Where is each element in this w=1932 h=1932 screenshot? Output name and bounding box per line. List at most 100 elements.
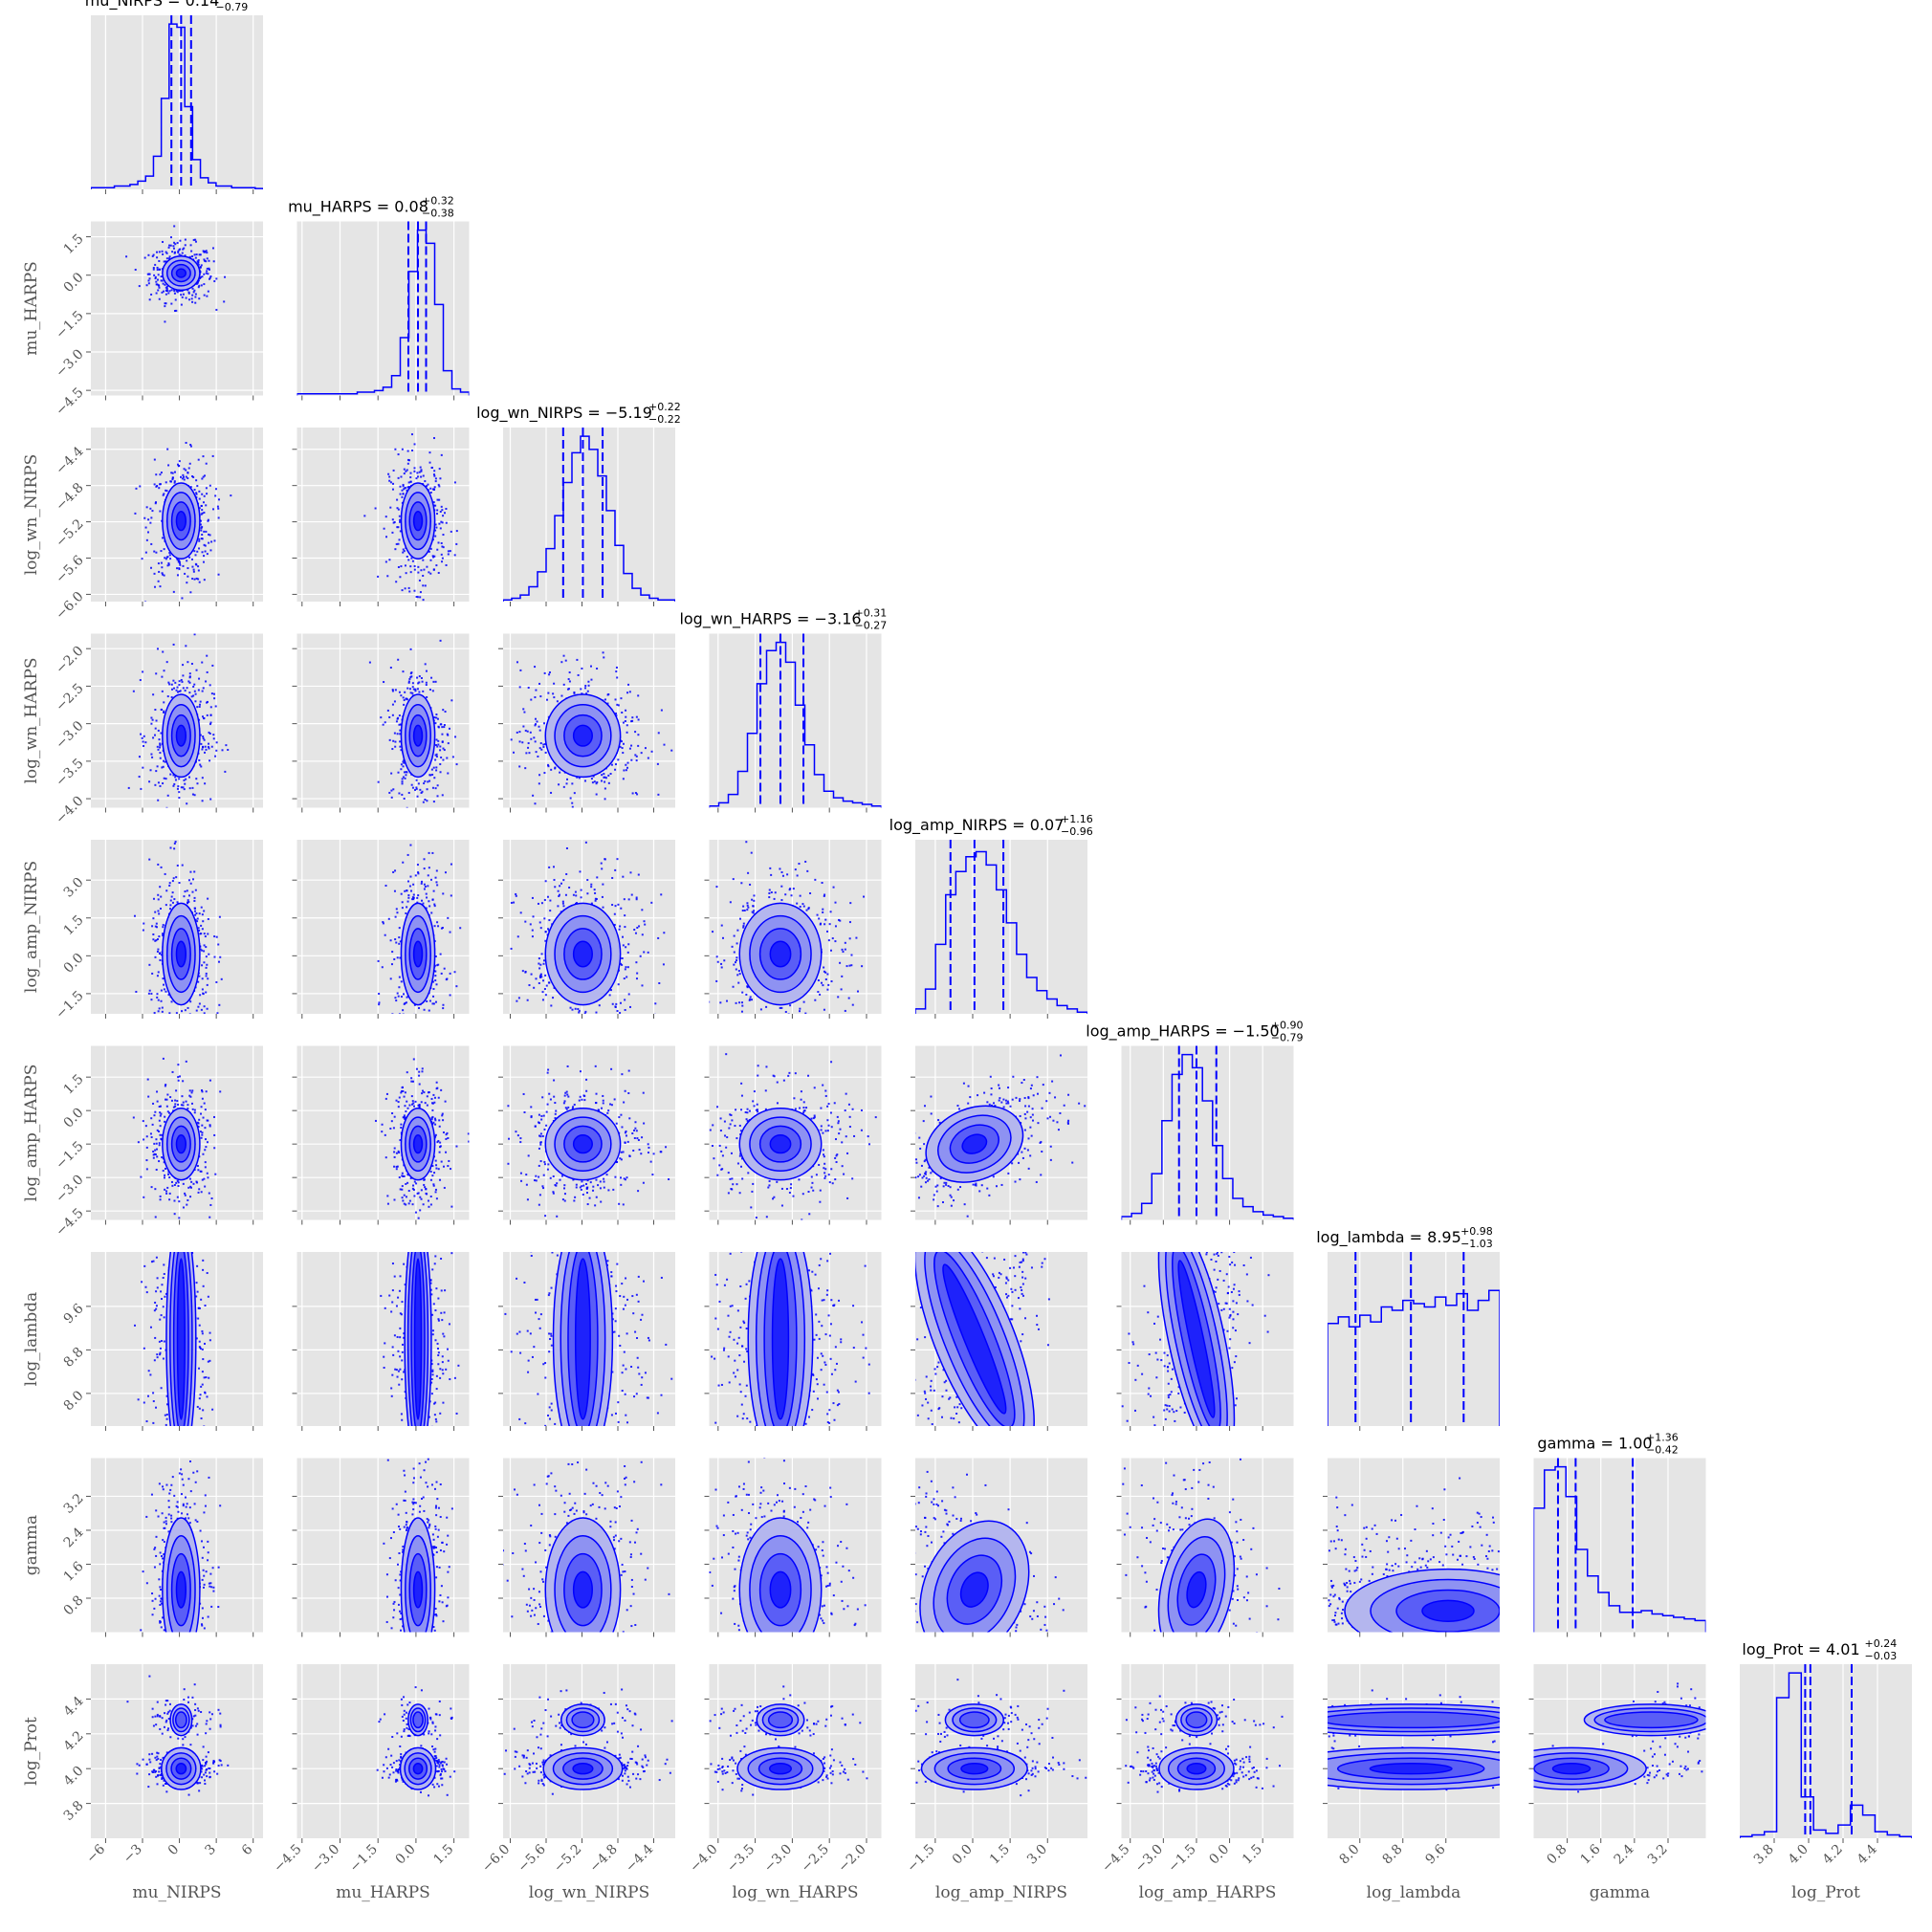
x-axis-label: mu_NIRPS	[132, 1883, 221, 1902]
title-err-plus: +1.36	[1646, 1432, 1679, 1444]
title-err-plus: +0.98	[1460, 1225, 1493, 1238]
panel-mu_NIRPS-log_Prot	[91, 1664, 263, 1838]
density-contours	[162, 693, 201, 779]
density-contours	[544, 1107, 622, 1181]
panel-log_wn_HARPS-log_lambda	[709, 1252, 882, 1426]
density-contours	[165, 1252, 197, 1426]
density-contours	[1158, 1703, 1235, 1790]
density-contours	[738, 1107, 823, 1181]
panel-mu_HARPS-mu_HARPS	[296, 221, 470, 396]
panel-log_amp_NIRPS-gamma	[915, 1458, 1087, 1633]
panel-log_amp_NIRPS-log_amp_NIRPS	[915, 840, 1087, 1014]
title-err-minus: −0.79	[216, 1, 249, 13]
y-tick-label: 0.0	[61, 951, 87, 977]
histogram-gamma	[1533, 1465, 1706, 1633]
density-contours	[400, 482, 436, 560]
x-tick-label: −6.0	[479, 1842, 513, 1876]
y-tick-label: 0.0	[61, 270, 87, 296]
panel-mu_NIRPS-mu_HARPS	[91, 221, 263, 396]
panel-gamma-gamma	[1533, 1458, 1706, 1633]
title-err-plus: +0.81	[216, 0, 249, 1]
y-axis-label: log_amp_NIRPS	[22, 861, 41, 993]
y-tick-label: −3.0	[53, 1173, 86, 1206]
histogram-mu_NIRPS	[91, 23, 263, 189]
density-contours	[747, 1252, 814, 1426]
density-contours	[738, 902, 823, 1006]
y-tick-label: −2.5	[53, 681, 86, 714]
x-tick-label: −4.5	[271, 1842, 304, 1876]
density-contours	[915, 1252, 1035, 1426]
title-log_Prot: log_Prot = 4.01 +0.24−0.03	[1742, 1637, 1897, 1662]
panel-mu_NIRPS-log_wn_NIRPS	[91, 428, 263, 602]
y-tick-label: 1.5	[61, 912, 87, 938]
density-contours	[1328, 1703, 1500, 1790]
panel-mu_HARPS-log_amp_NIRPS	[296, 840, 470, 1014]
density-contours	[400, 1517, 436, 1633]
title-mu_HARPS: mu_HARPS = 0.08+0.32−0.38	[288, 195, 454, 220]
x-axis-label: log_wn_HARPS	[732, 1883, 858, 1902]
y-tick-label: −1.5	[53, 308, 86, 341]
x-tick-label: 3	[202, 1842, 219, 1859]
title-err-plus: +0.22	[648, 401, 681, 413]
x-tick-label: 1.5	[430, 1842, 456, 1868]
panel-mu_NIRPS-mu_NIRPS	[91, 15, 263, 189]
y-axis-label: log_wn_HARPS	[22, 657, 41, 783]
x-axis-label: gamma	[1590, 1883, 1650, 1902]
panel-log_wn_NIRPS-log_lambda	[503, 1252, 675, 1426]
density-contours	[399, 1703, 437, 1790]
density-contours	[1344, 1568, 1500, 1633]
panel-background	[296, 428, 470, 602]
panel-background	[503, 428, 675, 602]
panel-log_amp_HARPS-log_Prot	[1121, 1664, 1294, 1838]
y-tick-label: −5.2	[53, 516, 86, 550]
x-tick-label: −4.4	[623, 1841, 656, 1875]
y-tick-label: −1.5	[53, 988, 86, 1021]
y-tick-label: −4.5	[53, 384, 86, 418]
panel-mu_HARPS-log_Prot	[296, 1664, 470, 1838]
density-contours	[925, 1105, 1024, 1183]
panel-log_amp_NIRPS-log_amp_HARPS	[915, 1045, 1087, 1220]
panel-background	[91, 221, 263, 396]
y-tick-label: 1.5	[61, 231, 87, 257]
y-tick-label: 0.0	[61, 1106, 87, 1131]
y-tick-label: 8.8	[61, 1345, 87, 1371]
density-contours	[162, 1517, 201, 1633]
x-axis-label: mu_HARPS	[336, 1883, 430, 1902]
x-tick-label: −5.2	[551, 1842, 584, 1876]
x-tick-label: 0	[165, 1842, 183, 1859]
x-tick-label: 3.2	[1645, 1842, 1671, 1868]
y-tick-label: 0.8	[61, 1592, 87, 1618]
x-tick-label: 4.0	[1786, 1842, 1811, 1868]
density-contours	[1157, 1518, 1236, 1633]
x-tick-label: 3.0	[1024, 1842, 1050, 1868]
x-tick-label: −5.6	[515, 1841, 548, 1875]
x-tick-label: 3.8	[1751, 1842, 1777, 1868]
x-axis-label: log_Prot	[1791, 1883, 1860, 1902]
title-err-minus: −0.38	[422, 208, 454, 220]
x-tick-label: −3	[121, 1842, 145, 1867]
density-contours	[542, 1703, 624, 1790]
panel-background	[296, 633, 470, 808]
panel-log_wn_NIRPS-log_wn_NIRPS	[503, 428, 675, 602]
panel-log_amp_HARPS-gamma	[1121, 1458, 1294, 1633]
y-tick-label: 8.0	[61, 1388, 87, 1414]
x-tick-label: 1.6	[1578, 1841, 1604, 1867]
title-text: log_wn_HARPS = −3.16	[679, 610, 861, 629]
panel-background	[91, 15, 263, 189]
y-axis-label: gamma	[22, 1515, 41, 1575]
title-text: log_amp_HARPS = −1.50	[1086, 1022, 1279, 1042]
panel-log_wn_NIRPS-log_amp_HARPS	[503, 1045, 675, 1220]
panel-background	[296, 1252, 470, 1426]
title-err-minus: −1.03	[1460, 1238, 1493, 1250]
x-tick-label: 4.4	[1855, 1841, 1880, 1867]
x-tick-label: −1.5	[1165, 1842, 1198, 1876]
title-log_wn_NIRPS: log_wn_NIRPS = −5.19+0.22−0.22	[476, 401, 681, 426]
panel-gamma-log_Prot	[1533, 1664, 1706, 1838]
panel-log_wn_HARPS-log_amp_NIRPS	[709, 840, 882, 1014]
panel-mu_HARPS-log_amp_HARPS	[296, 1045, 470, 1220]
title-err-minus: −0.79	[1271, 1032, 1304, 1044]
density-contours	[162, 482, 201, 560]
title-err-plus: +0.24	[1865, 1637, 1898, 1650]
x-tick-label: 1.5	[1240, 1842, 1265, 1868]
